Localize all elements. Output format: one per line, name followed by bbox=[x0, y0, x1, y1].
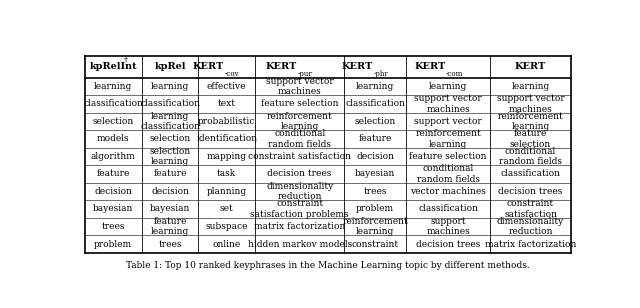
Text: conditional
random fields: conditional random fields bbox=[268, 129, 331, 148]
Text: -pur: -pur bbox=[298, 70, 312, 78]
Text: problem: problem bbox=[356, 205, 394, 213]
Text: KERT: KERT bbox=[193, 62, 224, 71]
Text: decision trees: decision trees bbox=[268, 169, 332, 178]
Text: decision trees: decision trees bbox=[499, 187, 563, 196]
Text: algorithm: algorithm bbox=[91, 152, 136, 161]
Text: feature
selection: feature selection bbox=[510, 129, 551, 148]
Text: reinforcement
learning: reinforcement learning bbox=[498, 112, 563, 131]
Text: decision: decision bbox=[94, 187, 132, 196]
Text: identification: identification bbox=[196, 134, 257, 144]
Text: probabilistic: probabilistic bbox=[198, 117, 255, 126]
Text: planning: planning bbox=[207, 187, 247, 196]
Text: text: text bbox=[218, 99, 236, 108]
Text: decision trees: decision trees bbox=[416, 240, 481, 249]
Text: dimensionality
reduction: dimensionality reduction bbox=[266, 182, 333, 201]
Text: support vector
machines: support vector machines bbox=[497, 94, 564, 114]
Text: constraint
satisfaction: constraint satisfaction bbox=[504, 199, 557, 219]
Text: feature
learning: feature learning bbox=[151, 217, 189, 236]
Text: learning: learning bbox=[429, 82, 467, 91]
Text: selection
learning: selection learning bbox=[149, 147, 191, 166]
Text: †: † bbox=[124, 56, 129, 64]
Text: reinforcement
learning: reinforcement learning bbox=[267, 112, 333, 131]
Text: support vector: support vector bbox=[414, 117, 482, 126]
Text: trees: trees bbox=[158, 240, 182, 249]
Text: -cov: -cov bbox=[225, 70, 239, 78]
Text: mapping: mapping bbox=[207, 152, 247, 161]
Text: learning: learning bbox=[151, 82, 189, 91]
Text: learning: learning bbox=[356, 82, 394, 91]
Text: feature: feature bbox=[154, 169, 187, 178]
Text: reinforcement
learning: reinforcement learning bbox=[342, 217, 408, 236]
Text: classification: classification bbox=[418, 205, 478, 213]
Text: bayesian: bayesian bbox=[355, 169, 396, 178]
Text: learning
classification: learning classification bbox=[140, 112, 200, 131]
Text: bayesian: bayesian bbox=[150, 205, 190, 213]
Text: classification: classification bbox=[500, 169, 561, 178]
Text: selection: selection bbox=[149, 134, 191, 144]
Text: feature selection: feature selection bbox=[410, 152, 487, 161]
Text: classification: classification bbox=[140, 99, 200, 108]
Text: decision: decision bbox=[151, 187, 189, 196]
Text: feature selection: feature selection bbox=[261, 99, 339, 108]
Text: classification: classification bbox=[345, 99, 405, 108]
Text: KERT: KERT bbox=[342, 62, 372, 71]
Text: feature: feature bbox=[97, 169, 130, 178]
Text: kpRelInt: kpRelInt bbox=[90, 62, 137, 71]
Text: support
machines: support machines bbox=[426, 217, 470, 236]
Text: conditional
random fields: conditional random fields bbox=[499, 147, 562, 166]
Text: reinforcement
learning: reinforcement learning bbox=[415, 129, 481, 148]
Text: feature: feature bbox=[358, 134, 392, 144]
Text: conditional
random fields: conditional random fields bbox=[417, 164, 479, 184]
Text: constraint
satisfaction problems: constraint satisfaction problems bbox=[250, 199, 349, 219]
Text: KERT: KERT bbox=[515, 62, 546, 71]
Text: constraint: constraint bbox=[352, 240, 399, 249]
Text: effective: effective bbox=[207, 82, 246, 91]
Text: selection: selection bbox=[355, 117, 396, 126]
Text: learning: learning bbox=[511, 82, 550, 91]
Text: online: online bbox=[212, 240, 241, 249]
Text: trees: trees bbox=[102, 222, 125, 231]
Text: -com: -com bbox=[446, 70, 463, 78]
Text: models: models bbox=[97, 134, 130, 144]
Text: task: task bbox=[217, 169, 236, 178]
Text: matrix factorization: matrix factorization bbox=[254, 222, 346, 231]
Text: matrix factorization: matrix factorization bbox=[485, 240, 576, 249]
Text: vector machines: vector machines bbox=[410, 187, 486, 196]
Text: support vector
machines: support vector machines bbox=[414, 94, 482, 114]
Text: trees: trees bbox=[364, 187, 387, 196]
Text: subspace: subspace bbox=[205, 222, 248, 231]
Text: KERT: KERT bbox=[266, 62, 297, 71]
Text: KERT: KERT bbox=[415, 62, 445, 71]
Text: classification: classification bbox=[83, 99, 143, 108]
Text: selection: selection bbox=[93, 117, 134, 126]
Text: set: set bbox=[220, 205, 234, 213]
Text: learning: learning bbox=[94, 82, 132, 91]
Text: -phr: -phr bbox=[373, 70, 388, 78]
Text: hidden markov models: hidden markov models bbox=[248, 240, 352, 249]
Text: bayesian: bayesian bbox=[93, 205, 134, 213]
Text: kpRel: kpRel bbox=[154, 62, 186, 71]
Text: decision: decision bbox=[356, 152, 394, 161]
Text: constraint satisfaction: constraint satisfaction bbox=[248, 152, 351, 161]
Text: support vector
machines: support vector machines bbox=[266, 77, 333, 96]
Text: problem: problem bbox=[94, 240, 132, 249]
Text: Table 1: Top 10 ranked keyphrases in the Machine Learning topic by different met: Table 1: Top 10 ranked keyphrases in the… bbox=[126, 261, 530, 270]
Text: dimensionality
reduction: dimensionality reduction bbox=[497, 217, 564, 236]
